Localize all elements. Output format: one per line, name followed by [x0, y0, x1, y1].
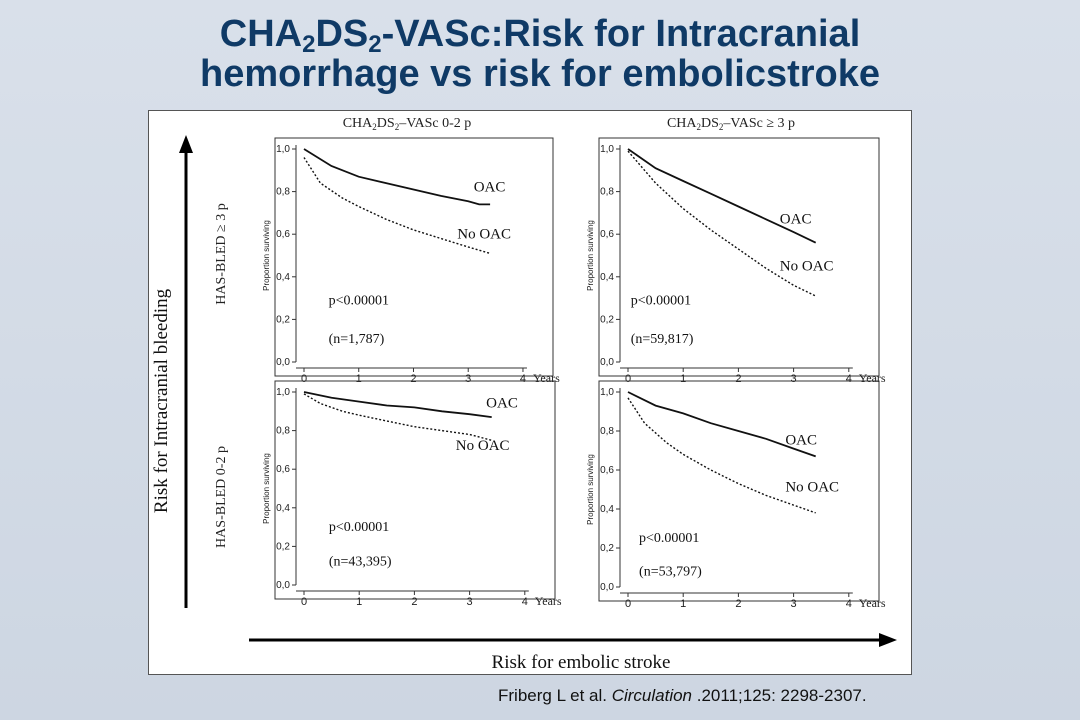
x-axis-title: Years: [535, 594, 562, 608]
title-line-2: hemorrhage vs risk for embolicstroke: [199, 53, 881, 95]
y-tick-label: 1,0: [276, 144, 290, 155]
y-tick-label: 0,0: [600, 582, 614, 593]
oac-label: OAC: [780, 212, 812, 228]
citation-journal: Circulation: [611, 686, 693, 705]
x-arrow-head: [879, 633, 897, 647]
kaplan-meier-figure: CHA2DS2–VASc 0-2 p CHA2DS2–VASc ≥ 3 p HA…: [151, 116, 897, 673]
y-tick-label: 0,6: [600, 465, 614, 476]
no-oac-line: [627, 397, 816, 514]
x-tick-label: 3: [791, 598, 797, 610]
y-tick-label: 0,2: [600, 543, 614, 554]
col-header-low: CHA2DS2–VASc 0-2 p: [343, 116, 472, 132]
x-tick-label: 3: [467, 596, 473, 608]
y-axis-title: Proportion surviving: [586, 454, 595, 525]
oac-line: [627, 391, 816, 458]
y-tick-label: 0,4: [276, 503, 290, 514]
y-tick-label: 0,4: [276, 272, 290, 283]
y-tick-label: 0,2: [276, 314, 290, 325]
x-tick-label: 2: [410, 373, 416, 385]
plot-frame: [598, 380, 880, 602]
title-line-1: CHA2DS2-VASc:Risk for Intracranial: [219, 13, 861, 58]
y-axis-title: Proportion surviving: [262, 220, 271, 291]
x-arrow-label: Risk for embolic stroke: [492, 652, 671, 673]
x-tick-label: 4: [846, 598, 852, 610]
x-tick-label: 3: [791, 373, 797, 385]
p-value-label: p<0.00001: [631, 293, 691, 308]
x-tick-label: 4: [520, 373, 526, 385]
plot-frame: [598, 137, 880, 377]
y-tick-label: 0,6: [276, 229, 290, 240]
y-axis-title: Proportion surviving: [586, 220, 595, 291]
y-tick-label: 0,8: [600, 187, 614, 198]
y-tick-label: 0,8: [276, 426, 290, 437]
p-value-label: p<0.00001: [329, 520, 389, 535]
no-oac-label: No OAC: [785, 479, 839, 495]
n-count-label: (n=43,395): [329, 555, 392, 570]
oac-line: [627, 148, 817, 244]
oac-line: [303, 391, 492, 418]
x-axis-title: Years: [533, 371, 560, 385]
x-axis-title: Years: [859, 596, 886, 610]
y-tick-label: 0,6: [276, 464, 290, 475]
citation: Friberg L et al. Circulation .2011;125: …: [498, 686, 867, 706]
no-oac-line: [303, 393, 492, 441]
oac-label: OAC: [486, 395, 518, 411]
y-tick-label: 0,4: [600, 272, 614, 283]
oac-line: [303, 148, 491, 206]
figure-panel: CHA2DS2–VASc 0-2 p CHA2DS2–VASc ≥ 3 p HA…: [148, 110, 912, 675]
row-label-top: HAS-BLED ≥ 3 p: [214, 203, 229, 304]
x-tick-label: 0: [301, 596, 307, 608]
x-tick-label: 3: [465, 373, 471, 385]
y-tick-label: 0,2: [276, 541, 290, 552]
x-tick-label: 2: [735, 598, 741, 610]
slide-title: CHA2DS2-VASc:Risk for Intracranial hemor…: [0, 14, 1080, 94]
y-tick-label: 0,0: [276, 357, 290, 368]
no-oac-line: [303, 157, 491, 255]
oac-label: OAC: [474, 180, 506, 196]
plot-frame: [274, 380, 556, 600]
citation-authors: Friberg L et al.: [498, 686, 612, 705]
x-tick-label: 4: [522, 596, 528, 608]
y-arrow-head: [179, 135, 193, 153]
y-tick-label: 1,0: [600, 387, 614, 398]
no-oac-label: No OAC: [780, 258, 834, 274]
y-tick-label: 1,0: [276, 387, 290, 398]
y-tick-label: 0,2: [600, 314, 614, 325]
y-arrow-label: Risk for Intracranial bleeding: [151, 288, 172, 513]
x-tick-label: 1: [680, 598, 686, 610]
y-tick-label: 0,8: [600, 426, 614, 437]
y-tick-label: 0,4: [600, 504, 614, 515]
x-tick-label: 1: [356, 373, 362, 385]
y-tick-label: 0,8: [276, 187, 290, 198]
n-count-label: (n=59,817): [631, 332, 694, 347]
citation-details: .2011;125: 2298-2307.: [692, 686, 867, 705]
y-tick-label: 1,0: [600, 144, 614, 155]
x-tick-label: 2: [735, 373, 741, 385]
n-count-label: (n=53,797): [639, 564, 702, 579]
row-label-bottom: HAS-BLED 0-2 p: [214, 446, 229, 548]
x-tick-label: 1: [680, 373, 686, 385]
x-tick-label: 0: [625, 598, 631, 610]
y-tick-label: 0,6: [600, 229, 614, 240]
col-header-high: CHA2DS2–VASc ≥ 3 p: [667, 116, 795, 132]
oac-label: OAC: [785, 433, 817, 449]
x-tick-label: 0: [625, 373, 631, 385]
no-oac-line: [627, 150, 817, 297]
plot-frame: [274, 137, 554, 377]
x-tick-label: 2: [411, 596, 417, 608]
x-tick-label: 4: [846, 373, 852, 385]
no-oac-label: No OAC: [456, 438, 510, 454]
p-value-label: p<0.00001: [639, 531, 699, 546]
x-tick-label: 0: [301, 373, 307, 385]
p-value-label: p<0.00001: [329, 293, 389, 308]
n-count-label: (n=1,787): [329, 332, 385, 347]
y-tick-label: 0,0: [276, 580, 290, 591]
y-tick-label: 0,0: [600, 357, 614, 368]
y-axis-title: Proportion surviving: [262, 453, 271, 524]
x-axis-title: Years: [859, 371, 886, 385]
x-tick-label: 1: [356, 596, 362, 608]
no-oac-label: No OAC: [457, 226, 511, 242]
